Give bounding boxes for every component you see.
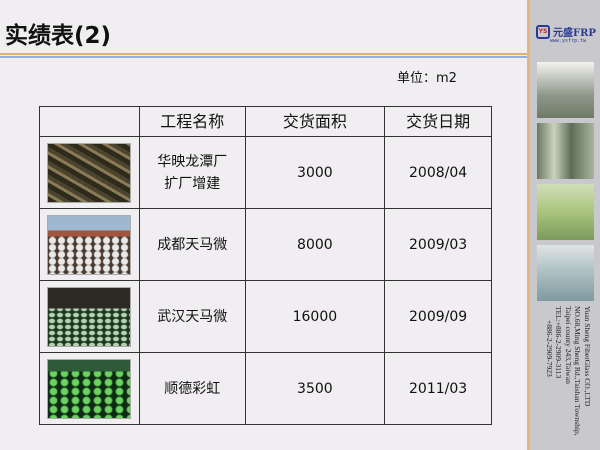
address-line: TEL:+886-2-2909-3113	[554, 306, 564, 379]
project-name-line2: 扩厂增建	[164, 175, 221, 192]
area-cell: 3500	[244, 352, 386, 425]
address-line: +886-2-2909-7923	[545, 320, 554, 377]
table-row: 华映龙潭厂扩厂增建 3000 2008/04	[39, 136, 492, 209]
website-url: www.ysfrp.tw	[550, 38, 587, 44]
sidebar-photo	[537, 62, 594, 118]
date-cell: 2009/09	[384, 280, 492, 353]
company-logo: YS 元盛FRP	[536, 24, 596, 39]
date-cell: 2008/04	[384, 136, 492, 209]
brand-name: 元盛FRP	[553, 28, 596, 39]
sidebar-photo	[537, 245, 594, 301]
address-line: Taipei county 243,Taiwan	[564, 306, 573, 384]
divider-blue	[0, 56, 527, 58]
address-line: NO.68,Ming Sheng Rd.,Taishan Township,	[573, 306, 583, 436]
project-name: 顺德彩虹	[138, 352, 246, 425]
unit-label: 单位：m2	[397, 71, 457, 86]
area-cell: 3000	[244, 136, 386, 209]
project-photo	[47, 286, 132, 347]
area-cell: 8000	[244, 208, 386, 281]
project-photo	[47, 358, 132, 419]
table-row: 成都天马微 8000 2009/03	[39, 208, 492, 281]
date-cell: 2009/03	[384, 208, 492, 281]
page-title: 实绩表(2)	[5, 23, 112, 49]
project-name: 华映龙潭厂	[157, 153, 228, 170]
sidebar: YS 元盛FRP www.ysfrp.tw Yuan Sheng FiberGl…	[527, 0, 600, 450]
header-photo	[39, 106, 140, 137]
table-header: 工程名称 交货面积 交货日期	[39, 106, 492, 137]
header-project: 工程名称	[138, 106, 246, 137]
performance-table: 工程名称 交货面积 交货日期 华映龙潭厂扩厂增建 3000 2008/04 成都…	[39, 106, 492, 425]
header-date: 交货日期	[384, 106, 492, 137]
header-area: 交货面积	[244, 106, 386, 137]
area-cell: 16000	[244, 280, 386, 353]
sidebar-photo	[537, 123, 594, 179]
project-name: 武汉天马微	[138, 280, 246, 353]
date-cell: 2011/03	[384, 352, 492, 425]
project-photo	[47, 142, 132, 203]
table-row: 顺德彩虹 3500 2011/03	[39, 352, 492, 425]
table-row: 武汉天马微 16000 2009/09	[39, 280, 492, 353]
project-name: 成都天马微	[138, 208, 246, 281]
project-photo	[47, 214, 132, 275]
address-line: Yuan Sheng FiberGlass CO.,LTD	[583, 306, 592, 407]
sidebar-photo	[537, 184, 594, 240]
divider-orange	[0, 53, 527, 55]
logo-mark-icon: YS	[536, 24, 550, 39]
company-address: Yuan Sheng FiberGlass CO.,LTD NO.68,Ming…	[545, 306, 592, 436]
